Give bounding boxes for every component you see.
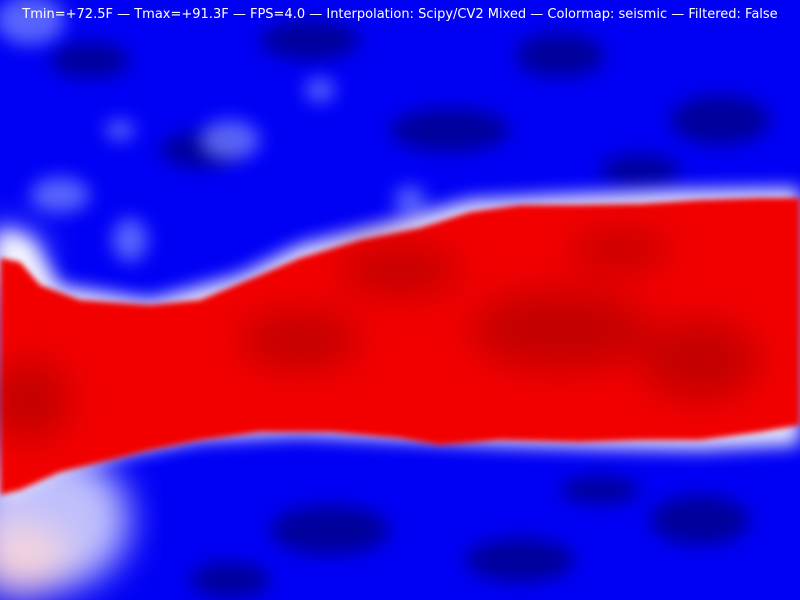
status-text: Tmin=+72.5F — Tmax=+91.3F — FPS=4.0 — In… [0,6,800,24]
